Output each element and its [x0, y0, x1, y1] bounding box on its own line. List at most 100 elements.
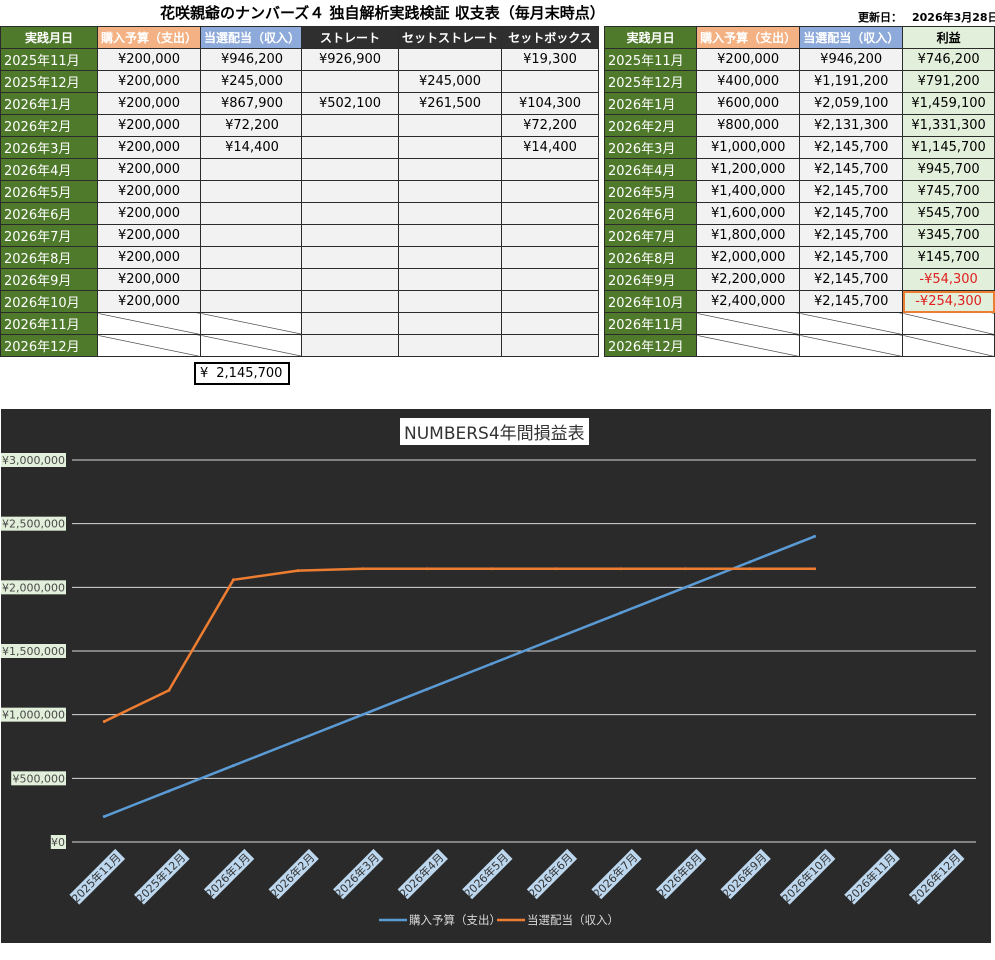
- data-point[interactable]: [683, 585, 687, 589]
- profit-cell[interactable]: [902, 312, 995, 335]
- budget-cumulative-cell[interactable]: ¥2,200,000: [696, 268, 801, 291]
- straight-cell[interactable]: [301, 268, 399, 291]
- profit-cell[interactable]: [902, 334, 995, 357]
- set-straight-cell[interactable]: [397, 334, 503, 357]
- data-point[interactable]: [813, 534, 817, 538]
- header-set-box[interactable]: セットボックス: [501, 26, 600, 49]
- month-cell[interactable]: 2026年9月: [603, 268, 698, 291]
- income-cumulative-cell[interactable]: ¥1,191,200: [799, 70, 904, 93]
- budget-cumulative-cell[interactable]: ¥2,400,000: [696, 290, 801, 313]
- data-point[interactable]: [361, 567, 365, 571]
- set-straight-cell[interactable]: [397, 158, 503, 181]
- budget-cumulative-cell[interactable]: ¥1,200,000: [696, 158, 801, 181]
- straight-cell[interactable]: [301, 246, 399, 269]
- budget-cumulative-cell[interactable]: ¥1,400,000: [696, 180, 801, 203]
- income-cell[interactable]: [200, 290, 305, 313]
- header-income[interactable]: 当選配当（収入）: [200, 26, 305, 49]
- header-straight[interactable]: ストレート: [301, 26, 399, 49]
- income-cumulative-cell[interactable]: ¥946,200: [799, 48, 904, 71]
- header-budget[interactable]: 購入予算（支出）: [96, 26, 202, 49]
- set-box-cell[interactable]: [501, 180, 600, 203]
- data-point[interactable]: [231, 764, 235, 768]
- month-cell[interactable]: 2026年4月: [603, 158, 698, 181]
- income-cell[interactable]: ¥946,200: [200, 48, 305, 71]
- budget-cell[interactable]: [96, 334, 202, 357]
- profit-cell[interactable]: ¥745,700: [902, 180, 995, 203]
- budget-cell[interactable]: ¥200,000: [96, 136, 202, 159]
- income-cell[interactable]: [200, 312, 305, 335]
- set-straight-cell[interactable]: [397, 136, 503, 159]
- income-cumulative-cell[interactable]: ¥2,145,700: [799, 180, 904, 203]
- set-box-cell[interactable]: [501, 158, 600, 181]
- income-total-cell[interactable]: ¥2,145,700: [194, 362, 290, 385]
- straight-cell[interactable]: [301, 70, 399, 93]
- budget-cell[interactable]: ¥200,000: [96, 290, 202, 313]
- data-point[interactable]: [425, 687, 429, 691]
- legend-label[interactable]: 購入予算（支出）: [409, 913, 501, 927]
- income-cumulative-cell[interactable]: ¥2,145,700: [799, 158, 904, 181]
- budget-cell[interactable]: ¥200,000: [96, 114, 202, 137]
- income-cumulative-cell[interactable]: ¥2,145,700: [799, 290, 904, 313]
- budget-cumulative-cell[interactable]: ¥600,000: [696, 92, 801, 115]
- data-point[interactable]: [554, 567, 558, 571]
- data-point[interactable]: [361, 713, 365, 717]
- straight-cell[interactable]: [301, 202, 399, 225]
- data-point[interactable]: [748, 567, 752, 571]
- budget-cumulative-cell[interactable]: ¥1,800,000: [696, 224, 801, 247]
- month-cell[interactable]: 2026年1月: [603, 92, 698, 115]
- data-point[interactable]: [554, 636, 558, 640]
- straight-cell[interactable]: [301, 224, 399, 247]
- budget-cumulative-cell[interactable]: [696, 334, 801, 357]
- income-cumulative-cell[interactable]: ¥2,131,300: [799, 114, 904, 137]
- set-box-cell[interactable]: ¥19,300: [501, 48, 600, 71]
- month-cell[interactable]: 2026年5月: [603, 180, 698, 203]
- month-cell[interactable]: 2026年9月: [0, 268, 98, 291]
- profit-cell[interactable]: ¥1,331,300: [902, 114, 995, 137]
- budget-cell[interactable]: [96, 312, 202, 335]
- profit-loss-chart[interactable]: ¥0 ¥500,000 ¥1,000,000 ¥1,500,000 ¥2,000,000…: [1, 409, 991, 943]
- data-point[interactable]: [490, 662, 494, 666]
- month-cell[interactable]: 2026年5月: [0, 180, 98, 203]
- income-cell[interactable]: [200, 202, 305, 225]
- income-cumulative-cell[interactable]: ¥2,145,700: [799, 136, 904, 159]
- set-straight-cell[interactable]: ¥245,000: [397, 70, 503, 93]
- profit-cell[interactable]: ¥1,459,100: [902, 92, 995, 115]
- set-box-cell[interactable]: [501, 268, 600, 291]
- budget-cumulative-cell[interactable]: ¥2,000,000: [696, 246, 801, 269]
- data-point[interactable]: [813, 567, 817, 571]
- budget-cumulative-cell[interactable]: ¥800,000: [696, 114, 801, 137]
- budget-cell[interactable]: ¥200,000: [96, 158, 202, 181]
- header-month[interactable]: 実践月日: [0, 26, 98, 49]
- data-point[interactable]: [425, 567, 429, 571]
- set-straight-cell[interactable]: [397, 114, 503, 137]
- budget-cumulative-cell[interactable]: ¥1,000,000: [696, 136, 801, 159]
- budget-cell[interactable]: ¥200,000: [96, 202, 202, 225]
- data-point[interactable]: [490, 567, 494, 571]
- income-cell[interactable]: ¥72,200: [200, 114, 305, 137]
- profit-cell[interactable]: -¥54,300: [902, 268, 995, 291]
- budget-cumulative-cell[interactable]: [696, 312, 801, 335]
- data-point[interactable]: [748, 560, 752, 564]
- income-cell[interactable]: ¥14,400: [200, 136, 305, 159]
- straight-cell[interactable]: ¥502,100: [301, 92, 399, 115]
- profit-cell[interactable]: ¥345,700: [902, 224, 995, 247]
- month-cell[interactable]: 2026年10月: [0, 290, 98, 313]
- set-box-cell[interactable]: [501, 334, 600, 357]
- month-cell[interactable]: 2026年12月: [0, 334, 98, 357]
- month-cell[interactable]: 2026年10月: [603, 290, 698, 313]
- set-box-cell[interactable]: [501, 246, 600, 269]
- month-cell[interactable]: 2026年8月: [603, 246, 698, 269]
- income-cell[interactable]: ¥867,900: [200, 92, 305, 115]
- month-cell[interactable]: 2026年4月: [0, 158, 98, 181]
- income-cell[interactable]: [200, 158, 305, 181]
- budget-cell[interactable]: ¥200,000: [96, 268, 202, 291]
- month-cell[interactable]: 2026年6月: [603, 202, 698, 225]
- set-box-cell[interactable]: [501, 70, 600, 93]
- month-cell[interactable]: 2025年12月: [0, 70, 98, 93]
- income-cell[interactable]: [200, 334, 305, 357]
- set-box-cell[interactable]: [501, 290, 600, 313]
- data-point[interactable]: [296, 738, 300, 742]
- month-cell[interactable]: 2026年2月: [603, 114, 698, 137]
- income-cumulative-cell[interactable]: ¥2,145,700: [799, 268, 904, 291]
- data-point[interactable]: [167, 688, 171, 692]
